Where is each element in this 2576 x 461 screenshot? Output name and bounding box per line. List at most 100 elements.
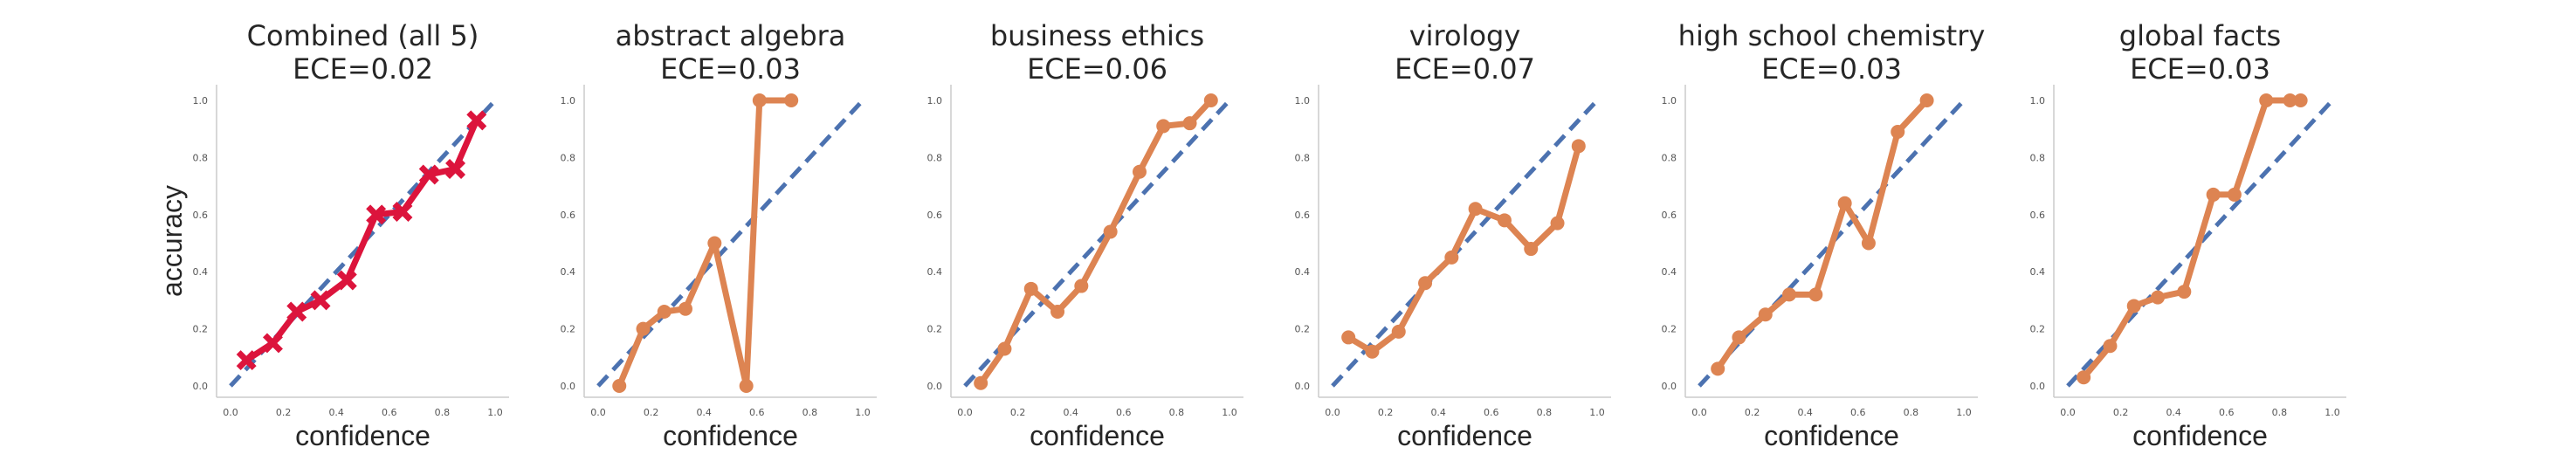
data-point — [310, 290, 331, 311]
x-axis-label: confidence — [663, 420, 798, 451]
data-point — [1861, 236, 1876, 251]
x-axis-label: confidence — [1030, 420, 1165, 451]
y-axis-label: accuracy — [156, 185, 188, 297]
x-tick-label: 0.8 — [1537, 407, 1553, 418]
x-tick-label: 1.0 — [1956, 407, 1972, 418]
y-tick-label: 0.0 — [927, 381, 943, 392]
y-tick-label: 1.0 — [2030, 95, 2046, 107]
data-point — [2177, 285, 2192, 299]
data-point — [739, 379, 754, 393]
y-tick-label: 0.4 — [193, 266, 209, 278]
x-tick-label: 0.0 — [1325, 407, 1340, 418]
data-point — [1758, 307, 1773, 322]
data-point — [2126, 299, 2141, 313]
data-point — [1837, 196, 1852, 210]
data-point — [1391, 324, 1406, 339]
x-tick-label: 0.2 — [2113, 407, 2129, 418]
data-point — [707, 236, 722, 251]
y-tick-label: 0.6 — [561, 210, 576, 221]
panel-ece: ECE=0.07 — [1395, 52, 1535, 86]
y-tick-label: 0.4 — [1295, 266, 1311, 278]
y-tick-label: 0.6 — [1295, 210, 1311, 221]
x-tick-label: 0.6 — [749, 407, 765, 418]
x-tick-label: 0.4 — [2166, 407, 2181, 418]
x-tick-label: 1.0 — [1222, 407, 1237, 418]
y-tick-label: 0.0 — [1662, 381, 1677, 392]
data-point — [1468, 202, 1483, 217]
x-axis-label: confidence — [295, 420, 430, 451]
data-point — [366, 204, 387, 225]
data-point — [1341, 330, 1356, 345]
x-tick-label: 0.4 — [328, 407, 344, 418]
data-point — [1132, 164, 1147, 179]
calibration-line — [1714, 97, 1931, 372]
data-point — [1782, 287, 1797, 302]
y-tick-label: 0.6 — [2030, 210, 2046, 221]
panel-ece: ECE=0.03 — [2130, 52, 2270, 86]
x-tick-label: 0.6 — [1484, 407, 1499, 418]
calibration-line — [977, 97, 1215, 387]
x-tick-label: 0.6 — [2219, 407, 2235, 418]
data-point — [636, 321, 651, 336]
data-point — [612, 379, 627, 393]
x-tick-label: 0.2 — [1378, 407, 1394, 418]
data-point — [997, 341, 1012, 356]
panel-ece: ECE=0.02 — [293, 52, 433, 86]
data-point — [1182, 116, 1197, 131]
x-tick-label: 0.8 — [1904, 407, 1919, 418]
x-tick-label: 1.0 — [2325, 407, 2340, 418]
y-tick-label: 0.6 — [1662, 210, 1677, 221]
y-tick-label: 0.8 — [1662, 152, 1677, 163]
data-point — [784, 93, 799, 107]
data-point — [1050, 304, 1065, 319]
x-tick-label: 0.4 — [1430, 407, 1446, 418]
data-point — [1524, 242, 1539, 257]
data-point — [1711, 361, 1725, 376]
x-tick-label: 0.8 — [435, 407, 451, 418]
x-tick-label: 0.0 — [957, 407, 973, 418]
data-point — [678, 301, 692, 316]
data-point — [1919, 93, 1934, 107]
data-point — [2151, 290, 2166, 305]
data-point — [236, 350, 257, 371]
y-tick-label: 0.2 — [2030, 324, 2046, 335]
x-tick-label: 1.0 — [1589, 407, 1605, 418]
y-tick-label: 0.8 — [2030, 152, 2046, 163]
data-point — [1891, 124, 1905, 139]
panel-ece: ECE=0.03 — [660, 52, 801, 86]
calibration-line — [1345, 142, 1582, 355]
panel-title: Combined (all 5) — [247, 19, 479, 52]
panel-title: abstract algebra — [616, 19, 846, 52]
x-tick-label: 0.0 — [1691, 407, 1707, 418]
data-point — [418, 164, 439, 185]
x-tick-label: 0.0 — [223, 407, 238, 418]
x-axis-label: confidence — [1397, 420, 1533, 451]
data-point — [1571, 139, 1586, 154]
x-tick-label: 0.6 — [382, 407, 397, 418]
y-tick-label: 0.2 — [1295, 324, 1311, 335]
data-point — [1418, 276, 1433, 291]
data-point — [2293, 93, 2308, 107]
y-tick-label: 1.0 — [561, 95, 576, 107]
data-point — [2283, 93, 2297, 107]
data-point — [1497, 213, 1512, 228]
y-tick-label: 1.0 — [193, 95, 209, 107]
y-tick-label: 0.8 — [927, 152, 943, 163]
y-tick-label: 0.6 — [927, 210, 943, 221]
y-tick-label: 0.2 — [1662, 324, 1677, 335]
data-point — [1103, 224, 1118, 239]
panel-combined-all-5: Combined (all 5)ECE=0.02 0.0 0.2 0.4 0.6 0.8 1… — [156, 19, 509, 451]
y-tick-label: 0.0 — [561, 381, 576, 392]
data-point — [974, 375, 988, 390]
panel-title: high school chemistry — [1678, 19, 1986, 52]
calibration-line — [2080, 97, 2304, 381]
calibration-line — [243, 117, 480, 364]
data-point — [1074, 279, 1089, 293]
x-tick-label: 1.0 — [487, 407, 503, 418]
y-tick-label: 0.2 — [927, 324, 943, 335]
data-point — [336, 270, 357, 291]
